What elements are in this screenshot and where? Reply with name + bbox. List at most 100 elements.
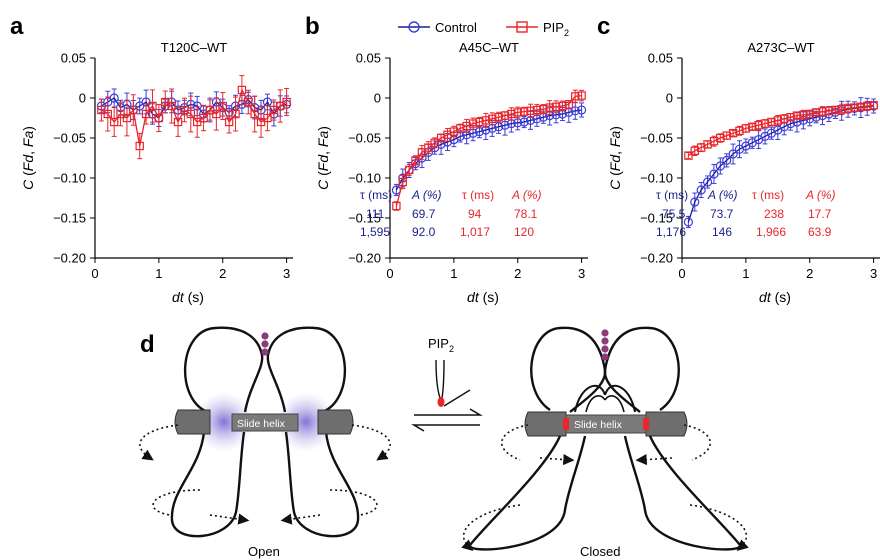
y-tick-label: −0.20 [348,251,381,266]
open-state-diagram: Slide helix Open [139,326,391,559]
pip2-point [199,113,208,123]
pip2-point [456,124,465,133]
table-b: τ (ms) A (%) τ (ms) A (%) 111 69.7 94 78… [360,188,542,239]
legend-control-marker [408,21,420,33]
y-tick-label: −0.05 [348,131,381,146]
table-b-pip-tau-1: 94 [468,207,482,221]
panel-title: A45C–WT [459,40,519,55]
closed-bottom-loop-right [623,435,742,551]
pip2-point [154,113,164,123]
table-b-ctrl-a-header: A (%) [411,188,442,202]
pip2-point [539,104,548,114]
pip2-point [148,101,157,111]
pip2-point [551,102,561,111]
pip2-point [779,114,789,123]
y-axis-label: C (Fd, Fa) [607,126,623,190]
x-tick-label: 3 [870,266,877,281]
pip2-point [850,103,859,112]
control-point [474,127,485,137]
open-bottom-loop-right [284,431,360,538]
y-tick-label: 0.05 [648,51,673,66]
pip2-point [843,104,853,113]
panel-label: b [305,13,320,40]
y-tick-label: −0.10 [348,171,381,186]
open-slide-helix [231,413,299,432]
pip2-headgroup [437,397,445,407]
x-tick-label: 1 [742,266,749,281]
panel-d-label: d [140,331,155,358]
table-c-pip-a-1: 17.7 [808,207,832,221]
panel-title: T120C–WT [161,40,228,55]
panel-label: a [10,13,24,40]
panel-b: b A45C–WT 0.05 0 −0.05 −0.10 −0.15 −0.20 0 1 2 3 dt … [305,13,588,305]
y-tick-label: 0 [666,91,673,106]
panel-c: c A273C–WT 0.05 0 −0.05 −0.10 −0.15 −0.20 0 1 2 3 dt… [597,13,880,305]
panel-label: c [597,13,610,40]
pip2-point [141,109,151,119]
x-tick-label: 3 [578,266,585,281]
table-c-ctrl-a-1: 73.7 [710,207,734,221]
pip2-point [244,97,253,107]
legend-control-label: Control [435,20,477,35]
pip2-point [805,109,814,119]
x-tick-label: 3 [283,266,290,281]
y-tick-label: 0 [374,91,381,106]
x-tick-label: 2 [806,266,813,281]
pip2-point [767,117,776,127]
open-top-loop-left [184,326,264,414]
table-c-pip-tau-1: 238 [764,207,784,221]
control-point [715,161,725,171]
closed-label: Closed [580,544,620,559]
closed-state-diagram: Slide helix Closed [461,326,749,559]
pip2-point [786,112,795,122]
pip2-point [760,119,770,128]
pip2-point [109,117,119,127]
table-b-pip-tau-2: 1,017 [460,225,490,239]
control-point [702,177,713,187]
pip2-point [173,117,183,127]
pip2-point [468,119,478,128]
y-tick-label: −0.20 [53,251,86,266]
y-tick-label: 0.05 [356,51,381,66]
table-b-pip-a-2: 120 [514,225,534,239]
y-tick-label: −0.10 [640,171,673,186]
pip2-point [167,101,176,111]
pip2-point [792,111,802,120]
pip2-point [500,111,510,120]
table-b-ctrl-tau-header: τ (ms) [360,188,392,202]
diagram-pip-label: PIP2 [428,336,454,354]
x-tick-label: 0 [386,266,393,281]
pip2-point [545,103,554,112]
pip2-point [741,124,751,133]
pip2-point [818,107,827,116]
control-point [696,185,706,195]
pip2-point [462,121,471,131]
y-tick-label: −0.15 [640,211,673,226]
pip2-point [487,114,497,123]
open-slide-helix-label: Slide helix [237,418,286,430]
y-tick-label: −0.05 [640,131,673,146]
legend-pip-marker [516,21,528,33]
pip2-point [513,108,522,117]
control-point [519,117,529,127]
open-label: Open [248,544,280,559]
pip2-point [748,122,757,131]
pip2-point [398,177,407,187]
open-top-loop-right [266,326,346,414]
table-c-ctrl-tau-header: τ (ms) [656,188,688,202]
control-point [722,155,732,165]
pip2-point [837,104,846,114]
pip2-point [824,106,834,115]
pip2-point [571,92,580,101]
control-point [690,197,700,207]
x-tick-label: 1 [450,266,457,281]
table-b-ctrl-tau-1: 111 [366,207,385,221]
pip2-point [430,138,439,147]
table-b-pip-a-1: 78.1 [514,207,538,221]
x-axis-label: dt (s) [759,289,791,305]
control-series-line [101,97,287,119]
pip2-point [404,165,414,175]
pip2-point [481,116,491,125]
x-tick-label: 2 [514,266,521,281]
